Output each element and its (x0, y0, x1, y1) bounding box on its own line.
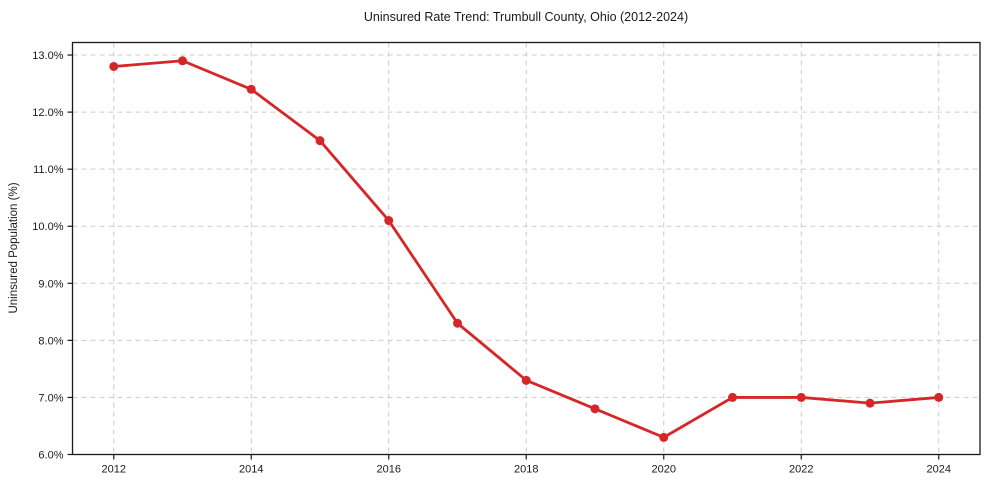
y-tick-label: 8.0% (38, 335, 63, 347)
x-tick-label: 2012 (102, 464, 126, 476)
plot-border (71, 41, 981, 456)
data-point (384, 216, 394, 226)
chart-title: Uninsured Rate Trend: Trumbull County, O… (363, 10, 689, 24)
x-tick-label: 2014 (239, 464, 263, 476)
x-tick-label: 2024 (927, 464, 951, 476)
y-tick-label: 10.0% (32, 221, 63, 233)
data-point (315, 136, 325, 146)
y-tick-label: 7.0% (38, 392, 63, 404)
y-tick-label: 6.0% (38, 450, 63, 462)
data-point (246, 84, 256, 94)
x-tick-label: 2022 (789, 464, 813, 476)
y-tick-label: 11.0% (33, 164, 64, 176)
data-point (865, 398, 875, 408)
data-point (590, 404, 600, 414)
data-point (178, 56, 187, 66)
x-tick-label: 2018 (514, 464, 538, 476)
data-point (796, 392, 806, 402)
data-point (453, 318, 462, 328)
data-point (659, 432, 669, 442)
y-tick-label: 13.0% (32, 50, 63, 62)
y-tick-label: 9.0% (38, 278, 63, 290)
data-point (521, 375, 531, 385)
y-tick-label: 12.0% (32, 107, 63, 119)
x-tick-label: 2020 (652, 464, 676, 476)
data-point (934, 392, 944, 402)
data-point (728, 392, 737, 402)
data-point (109, 61, 119, 71)
x-tick-label: 2016 (377, 464, 401, 476)
